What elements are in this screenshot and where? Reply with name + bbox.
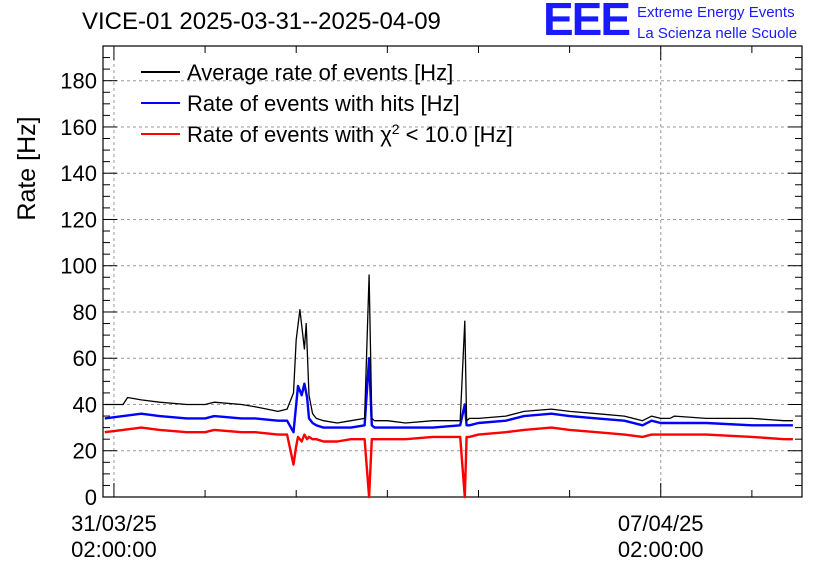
y-tick-label: 0 xyxy=(85,485,97,510)
series-line-average xyxy=(104,274,793,424)
legend-label: Average rate of events [Hz] xyxy=(187,60,453,85)
y-tick-label: 140 xyxy=(60,161,97,186)
y-tick-label: 180 xyxy=(60,69,97,94)
y-tick-label: 40 xyxy=(73,392,97,417)
y-tick-label: 100 xyxy=(60,254,97,279)
y-tick-label: 20 xyxy=(73,439,97,464)
chart-title: VICE-01 2025-03-31--2025-04-09 xyxy=(82,8,441,35)
eee-logo-mark: EEE xyxy=(543,0,631,45)
y-axis-label: Rate [Hz] xyxy=(13,116,41,220)
eee-logo-line1: Extreme Energy Events xyxy=(637,4,795,21)
x-tick-label-time: 02:00:00 xyxy=(71,537,157,562)
x-tick-label-time: 02:00:00 xyxy=(618,537,704,562)
y-tick-label: 60 xyxy=(73,346,97,371)
eee-logo-line2: La Scienza nelle Scuole xyxy=(637,25,798,42)
y-tick-label: 80 xyxy=(73,300,97,325)
y-tick-label: 120 xyxy=(60,207,97,232)
y-tick-label: 160 xyxy=(60,115,97,140)
legend-label: Rate of events with hits [Hz] xyxy=(187,91,460,116)
legend-label: Rate of events with χ2 < 10.0 [Hz] xyxy=(187,121,513,147)
series-line-hits xyxy=(104,357,793,434)
x-tick-label-date: 07/04/25 xyxy=(618,511,704,536)
series-line-chi2 xyxy=(104,426,793,499)
x-tick-label-date: 31/03/25 xyxy=(71,511,157,536)
plot-frame xyxy=(102,45,803,498)
